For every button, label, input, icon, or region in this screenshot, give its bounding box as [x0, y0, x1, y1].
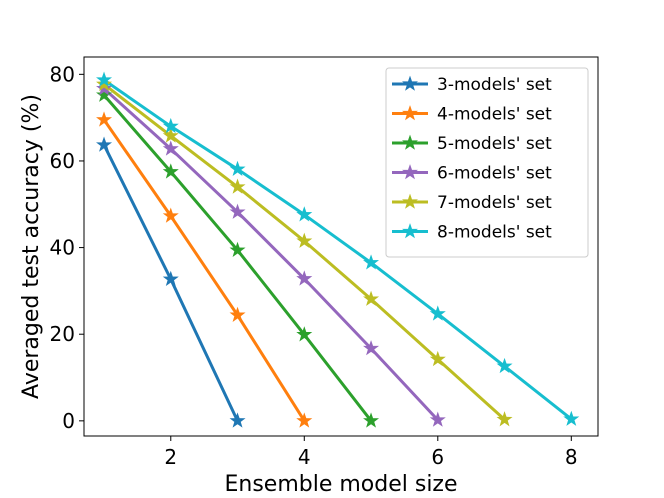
data-point	[563, 410, 580, 426]
data-point	[296, 206, 313, 222]
legend: 3-models' set 4-models' set 5-models' set 6…	[385, 67, 589, 258]
y-tick-label: 60	[50, 149, 75, 173]
data-point	[363, 254, 380, 270]
data-point	[363, 340, 380, 356]
data-point	[96, 86, 113, 102]
plot-markers	[96, 71, 580, 428]
data-point	[162, 270, 179, 287]
x-axis-ticks: 2 4 6 8	[164, 436, 578, 469]
legend-star-icon	[402, 164, 418, 180]
data-point	[96, 80, 113, 96]
data-point	[496, 411, 513, 427]
data-point	[96, 71, 113, 87]
data-point	[162, 117, 179, 134]
series-line-3	[102, 94, 373, 422]
x-tick-label: 6	[431, 445, 444, 469]
data-point	[96, 136, 113, 152]
series-line-4	[103, 87, 439, 421]
y-tick-label: 20	[50, 322, 75, 346]
data-point	[296, 412, 313, 428]
y-tick-label: 80	[50, 62, 75, 86]
x-axis-title: Ensemble model size	[224, 472, 457, 497]
series-line-6	[103, 78, 573, 421]
data-point	[429, 350, 446, 367]
y-axis-ticks: 0 20 40 60 80	[50, 62, 84, 433]
plot-frame	[83, 56, 599, 437]
legend-star-icon	[402, 75, 418, 91]
data-point	[429, 305, 446, 321]
legend-label: 4-models' set	[437, 105, 552, 125]
data-point	[229, 178, 246, 194]
legend-label: 8-models' set	[437, 223, 552, 243]
data-point	[229, 412, 246, 428]
data-point	[162, 140, 179, 156]
legend-label: 7-models' set	[437, 193, 552, 213]
data-point	[363, 290, 380, 306]
data-point	[363, 412, 380, 428]
legend-star-icon	[402, 223, 418, 239]
y-tick-label: 40	[50, 236, 75, 260]
y-axis-title: Averaged test accuracy (%)	[19, 94, 44, 399]
data-point	[296, 270, 313, 286]
data-point	[296, 232, 313, 248]
legend-star-icon	[402, 134, 418, 150]
data-point	[96, 111, 113, 127]
legend-label: 6-models' set	[437, 164, 552, 184]
x-tick-label: 4	[298, 445, 311, 469]
data-point	[229, 306, 246, 322]
legend-items: 3-models' set 4-models' set 5-models' set 6…	[392, 75, 552, 243]
data-point	[429, 411, 446, 427]
y-tick-label: 0	[62, 409, 75, 433]
legend-box	[385, 67, 589, 258]
data-point	[229, 160, 246, 176]
legend-star-icon	[402, 105, 418, 121]
x-tick-label: 8	[565, 445, 578, 469]
legend-star-icon	[402, 193, 418, 209]
x-tick-label: 2	[164, 445, 177, 469]
data-point	[162, 127, 179, 143]
data-point	[229, 203, 246, 219]
legend-label: 5-models' set	[437, 134, 552, 154]
data-point	[296, 326, 313, 342]
data-point	[162, 163, 179, 179]
legend-label: 3-models' set	[437, 75, 552, 95]
data-point	[162, 207, 179, 223]
data-point	[496, 357, 513, 374]
data-point	[229, 241, 246, 257]
data-point	[96, 75, 113, 92]
series-line-2	[102, 118, 306, 422]
